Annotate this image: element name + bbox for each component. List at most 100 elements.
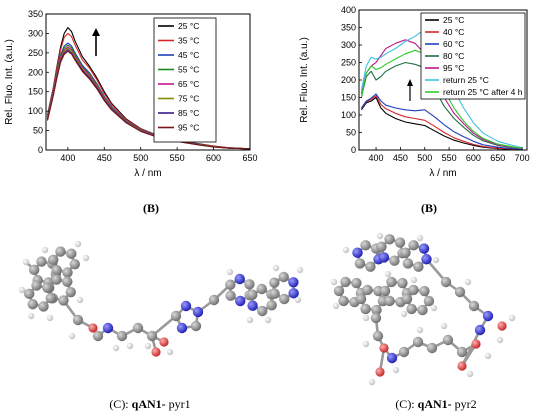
right-chart-series-line <box>360 93 523 150</box>
atom <box>208 294 220 306</box>
atom <box>408 240 419 251</box>
atom <box>440 276 452 288</box>
atom <box>333 285 345 297</box>
right-chart-x-ticks: 400 450 500 550 600 650 700 <box>369 147 530 163</box>
right-chart-legend-entry: return 25 °C <box>443 75 489 85</box>
right-chart-legend-entry: return 25 °C after 4 h <box>443 87 523 97</box>
atom <box>342 246 350 254</box>
atom <box>294 296 302 304</box>
right-chart-arrow-annotation <box>407 79 413 101</box>
atom <box>355 293 367 305</box>
atom <box>400 247 411 258</box>
atom <box>48 254 59 266</box>
atom <box>159 337 169 347</box>
atom <box>166 348 174 356</box>
right-chart-y-tick-label: 250 <box>341 58 356 68</box>
atom <box>464 278 472 286</box>
molecule-qan1-pyr1 <box>18 240 304 357</box>
atom <box>340 276 351 288</box>
atom <box>22 258 30 266</box>
atom <box>51 274 62 285</box>
atom <box>269 288 280 299</box>
atom <box>362 284 373 296</box>
left-chart-legend-box <box>153 17 217 143</box>
atom <box>257 305 268 317</box>
atom <box>413 261 424 272</box>
atom <box>484 352 492 360</box>
left-chart-x-tick-label: 600 <box>206 153 221 163</box>
atom <box>234 273 245 285</box>
left-chart-y-tick-label: 250 <box>28 48 43 58</box>
right-chart-x-tick-label: 550 <box>442 153 457 163</box>
atom <box>226 268 234 276</box>
left-chart-x-tick-label: 550 <box>170 153 185 163</box>
atom <box>58 295 69 306</box>
molecule-atoms <box>330 232 516 386</box>
atom <box>379 343 389 353</box>
atom <box>146 330 158 342</box>
atom <box>176 322 188 334</box>
bond <box>150 314 178 338</box>
right-chart-x-tick-label: 450 <box>393 153 408 163</box>
atom <box>378 252 390 263</box>
atom <box>92 330 104 342</box>
left-chart-y-tick-label: 0 <box>38 145 43 155</box>
atom <box>151 347 161 357</box>
left-panel-caption: (B) <box>143 201 159 215</box>
left-chart-series <box>46 27 251 150</box>
atom <box>288 277 299 288</box>
left-chart-y-tick-label: 300 <box>28 28 43 38</box>
right-molecule-caption-suffix: pyr2 <box>452 397 477 411</box>
left-chart-x-tick-label: 450 <box>97 153 112 163</box>
left-chart-y-tick-label: 200 <box>28 67 43 77</box>
atom <box>362 340 370 348</box>
atom <box>351 277 362 289</box>
atom <box>246 316 254 324</box>
atom <box>370 312 382 324</box>
atom <box>36 256 47 267</box>
left-chart-legend-entry: 65 °C <box>178 79 199 89</box>
atom <box>225 279 236 290</box>
left-chart-x-tick-label: 400 <box>60 153 75 163</box>
atom <box>29 264 40 276</box>
atom <box>384 270 392 278</box>
atom <box>360 303 371 315</box>
right-chart-y-tick-label: 300 <box>341 40 356 50</box>
atom <box>398 346 410 358</box>
atom <box>338 295 349 307</box>
atom <box>264 316 272 324</box>
molecule-qan1-pyr2 <box>330 232 516 386</box>
right-molecule-caption-name: qAN1- <box>418 397 452 411</box>
atom <box>288 288 299 299</box>
right-chart-y-tick-label: 100 <box>341 110 356 120</box>
atom <box>442 334 454 346</box>
left-chart-legend-entry: 75 °C <box>178 94 199 104</box>
atom <box>496 336 504 344</box>
atom <box>296 266 304 274</box>
atom <box>247 300 258 311</box>
left-chart-y-axis-label: Rel. Fluo. Int. (a.u.) <box>4 39 15 125</box>
atom <box>116 330 128 342</box>
atom <box>365 261 376 272</box>
atom <box>360 240 371 251</box>
left-molecule-caption-prefix: (C): <box>109 397 131 411</box>
atom <box>266 300 277 311</box>
atom <box>389 255 400 266</box>
atom <box>421 254 432 265</box>
right-chart-legend-entry: 40 °C <box>443 27 464 37</box>
atom <box>272 264 280 272</box>
atom <box>256 283 267 295</box>
atom <box>386 352 398 364</box>
atom <box>65 286 76 298</box>
atom <box>454 286 466 298</box>
atom <box>55 246 66 257</box>
right-chart-x-tick-label: 650 <box>490 153 505 163</box>
left-chart-legend-entry: 55 °C <box>178 65 199 75</box>
atom <box>62 267 73 278</box>
left-chart-x-axis-label: λ / nm <box>134 168 161 179</box>
right-chart-x-tick-label: 600 <box>466 153 481 163</box>
atom <box>45 292 56 304</box>
atom <box>27 312 35 320</box>
atom <box>68 332 76 340</box>
atom <box>352 247 363 258</box>
